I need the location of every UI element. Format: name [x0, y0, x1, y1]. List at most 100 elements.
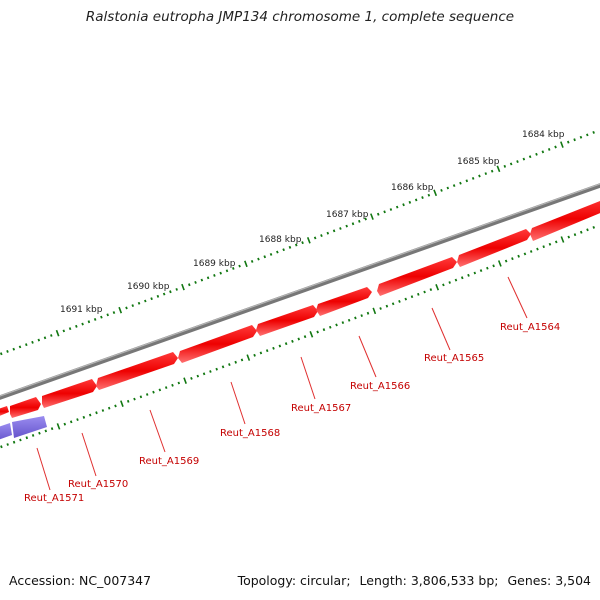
gene-reverse-segment[interactable] — [0, 423, 12, 441]
gene-label-reut-a1566[interactable]: Reut_A1566 — [350, 381, 410, 392]
scale-tick — [244, 260, 248, 268]
scale-tick — [322, 328, 326, 332]
gene-reut-a1568-segment[interactable] — [96, 352, 178, 390]
scale-tick — [50, 334, 53, 337]
scale-tick — [44, 429, 48, 433]
scale-tick — [554, 145, 557, 149]
length-label: Length: — [359, 573, 407, 588]
gene-reut-a1571-segment[interactable] — [0, 406, 9, 417]
scale-tick — [12, 347, 16, 351]
gene-label-reut-a1570[interactable]: Reut_A1570 — [68, 479, 128, 490]
scale-tick — [586, 228, 589, 232]
scale-tick — [414, 198, 418, 202]
scale-tick — [82, 415, 86, 419]
scale-tick — [547, 148, 551, 151]
scale-tick — [0, 352, 3, 356]
scale-tick — [93, 317, 97, 321]
scale-tick — [269, 252, 273, 256]
scale-tick — [31, 434, 35, 437]
scale-tick — [423, 290, 426, 294]
scale-tick — [503, 164, 507, 168]
scale-tick — [560, 236, 565, 243]
scale-tick — [156, 294, 160, 298]
scale-tick — [548, 242, 552, 246]
scale-tick — [523, 252, 527, 256]
scale-tick — [234, 360, 237, 364]
scale-tick — [448, 281, 451, 284]
scale-tick — [452, 184, 456, 188]
scale-tick — [517, 254, 520, 258]
scale-tick — [18, 345, 22, 349]
gene-label-reut-a1567[interactable]: Reut_A1567 — [291, 403, 351, 414]
scale-tick — [385, 304, 389, 308]
scale-tick — [25, 436, 29, 440]
scale-tick — [200, 278, 204, 282]
chromosome-backbone — [0, 183, 600, 400]
gene-reut-a1566-segment[interactable] — [256, 305, 318, 336]
scale-tick — [206, 276, 210, 280]
gene-segment[interactable] — [457, 229, 531, 267]
scale-tick — [395, 205, 399, 209]
scale-tick — [137, 301, 141, 305]
gene-label-reut-a1569[interactable]: Reut_A1569 — [139, 456, 199, 467]
scale-tick — [158, 388, 162, 392]
scale-tick — [101, 409, 105, 412]
gene-label-reut-a1564[interactable]: Reut_A1564 — [500, 322, 560, 333]
scale-tick — [75, 324, 78, 328]
scale-tick — [402, 203, 405, 207]
scale-tick — [62, 329, 66, 333]
scale-tick — [219, 271, 222, 275]
scale-tick — [76, 418, 79, 422]
length-value: 3,806,533 bp; — [410, 573, 499, 588]
scale-tick — [55, 329, 60, 337]
scale-tick — [37, 338, 41, 342]
scale-tick — [398, 299, 401, 303]
gene-label-reut-a1565[interactable]: Reut_A1565 — [424, 353, 484, 364]
scale-tick — [162, 292, 166, 296]
scale-tick — [516, 160, 519, 163]
scale-tick — [328, 325, 332, 329]
scale-tick — [81, 322, 84, 326]
scale-tick — [490, 169, 494, 173]
gene-segment[interactable] — [530, 197, 600, 241]
scale-tick — [433, 189, 438, 197]
gene-reut-a1567-segment[interactable] — [178, 325, 257, 363]
gene-reut-a1564-segment[interactable] — [377, 257, 457, 296]
scale-tick — [221, 365, 225, 369]
scale-tick — [454, 278, 458, 282]
scale-tick — [278, 344, 282, 348]
gene-leader-line — [300, 356, 316, 400]
scale-label: 1686 kbp — [391, 183, 434, 193]
scale-tick — [183, 377, 187, 384]
scale-tick — [460, 276, 464, 280]
scale-tick — [63, 422, 67, 426]
scale-tick — [417, 292, 420, 296]
gene-reut-a1569-segment[interactable] — [42, 379, 97, 408]
scale-tick — [486, 266, 489, 270]
scale-tick — [272, 346, 275, 350]
scale-tick — [579, 230, 583, 234]
scale-tick — [118, 306, 123, 314]
gene-labels: Reut_A1571 Reut_A1570 Reut_A1569 Reut_A1… — [24, 322, 560, 504]
gene-label-reut-a1568[interactable]: Reut_A1568 — [220, 428, 280, 439]
scale-tick — [511, 257, 514, 261]
scale-tick — [297, 337, 301, 341]
gene-reut-a1570-segment[interactable] — [10, 397, 41, 418]
scale-tick — [107, 406, 111, 410]
scale-tick — [442, 283, 445, 287]
scale-tick — [232, 267, 235, 270]
scale-tick — [196, 374, 200, 378]
scale-tick — [427, 193, 431, 197]
scale-tick — [131, 304, 135, 308]
scale-tick — [126, 399, 130, 403]
scale-tick — [479, 269, 483, 273]
scale-tick — [164, 386, 168, 390]
scale-tick — [215, 367, 218, 371]
gene-label-reut-a1571[interactable]: Reut_A1571 — [24, 493, 84, 504]
scale-tick — [435, 284, 440, 291]
scale-tick — [12, 440, 16, 444]
scale-tick — [301, 241, 304, 245]
scale-tick — [429, 288, 433, 292]
gene-reverse-segment[interactable] — [12, 416, 47, 438]
gene-reut-a1565-segment[interactable] — [316, 287, 372, 316]
